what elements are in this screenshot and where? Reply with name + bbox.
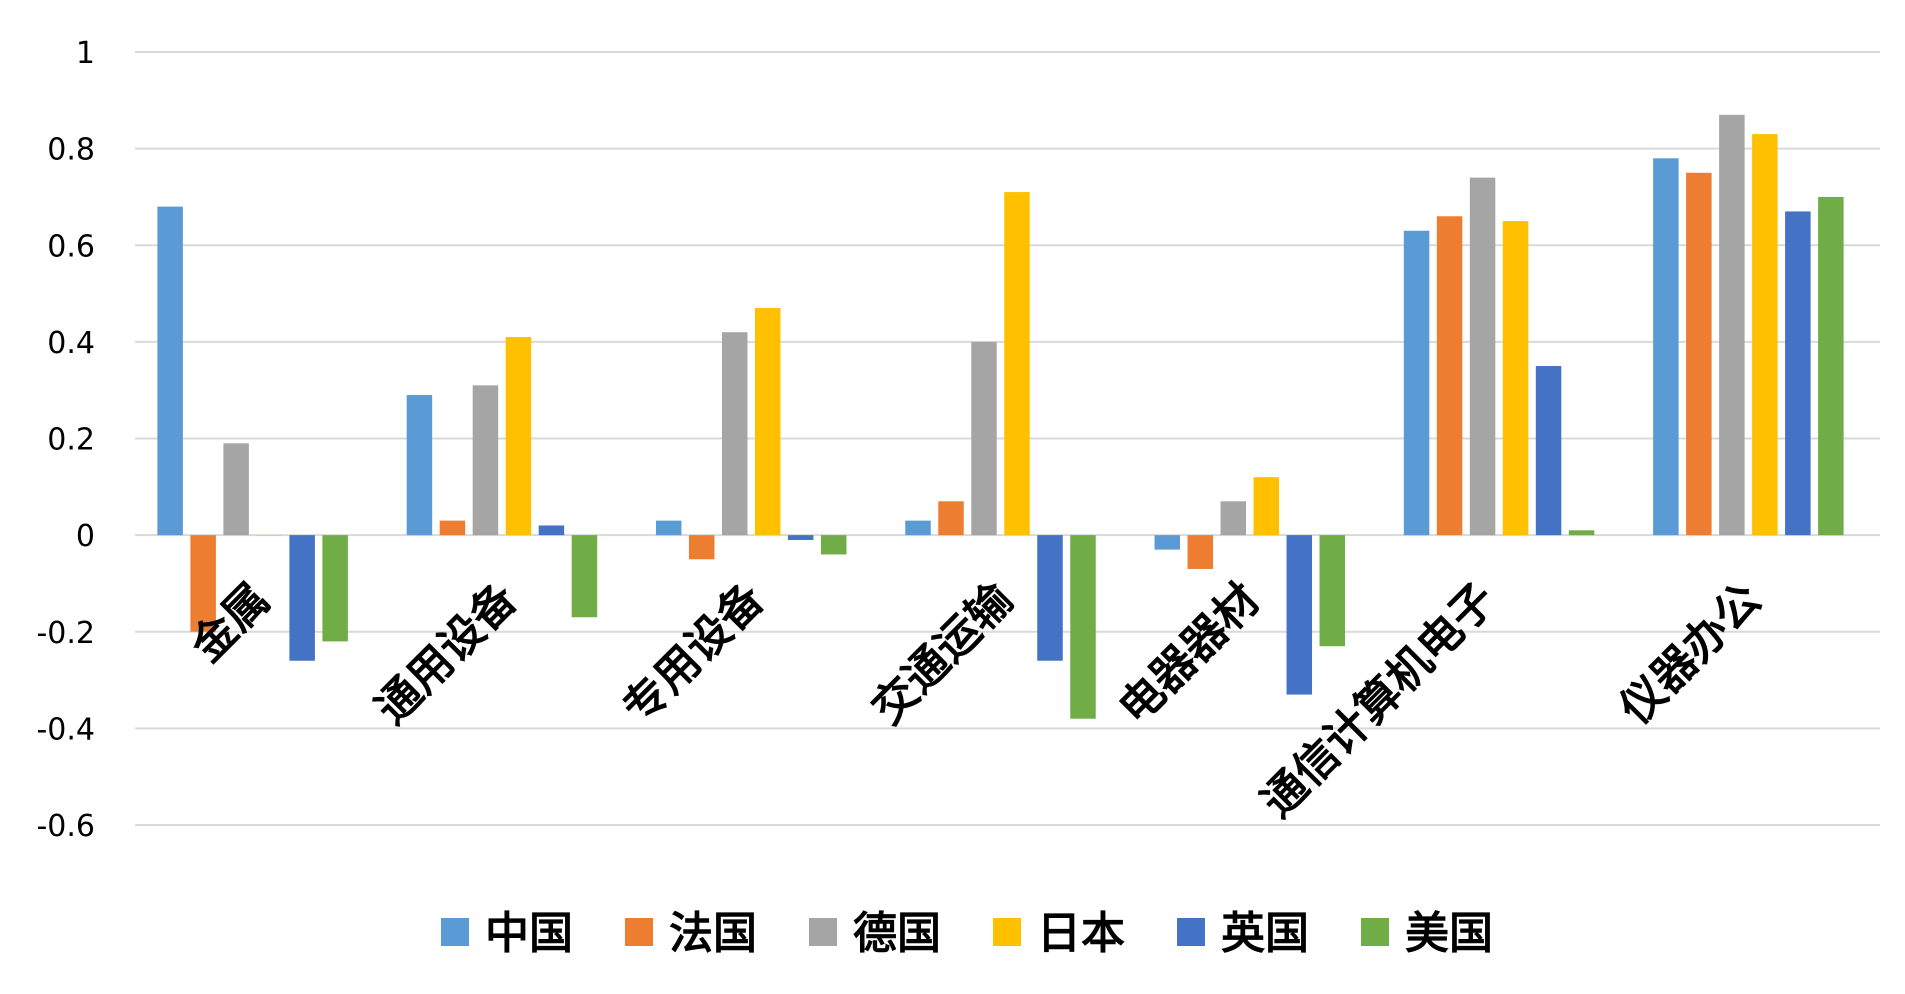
bar xyxy=(1568,530,1595,536)
y-tick-label: 0 xyxy=(76,519,95,554)
bar xyxy=(190,535,216,632)
bar xyxy=(655,520,682,536)
bar xyxy=(905,520,931,536)
bar xyxy=(1535,366,1562,536)
bar xyxy=(1319,535,1346,647)
bar xyxy=(688,535,715,560)
bar xyxy=(820,535,847,555)
y-tick-label: 0.8 xyxy=(47,133,95,168)
bar xyxy=(787,535,814,540)
category-label: 交通运输 xyxy=(862,573,1023,734)
legend-swatch xyxy=(1361,918,1389,946)
legend-label: 中国 xyxy=(485,908,573,959)
legend-label: 法国 xyxy=(669,908,757,959)
bar xyxy=(406,395,433,536)
category-label: 通用设备 xyxy=(366,573,527,734)
category-label: 仪器办公 xyxy=(1610,574,1771,735)
y-tick-label: 0.2 xyxy=(47,423,95,458)
bar xyxy=(1286,535,1313,695)
bar xyxy=(472,385,499,536)
y-tick-label: -0.2 xyxy=(36,616,95,651)
bar xyxy=(256,535,282,536)
legend-swatch xyxy=(625,918,653,946)
bar xyxy=(1686,172,1712,536)
category-label: 电器器材 xyxy=(1109,574,1270,735)
bar xyxy=(538,525,565,536)
legend: 中国 法国 德国 日本 英国 美国 xyxy=(441,908,1493,959)
bar xyxy=(223,443,249,536)
bar xyxy=(1752,134,1778,536)
bar xyxy=(1469,177,1496,536)
bar xyxy=(938,501,964,536)
bar xyxy=(1037,535,1063,661)
bar xyxy=(754,308,781,536)
y-axis-tick-labels: 1 0.8 0.6 0.4 0.2 0 -0.2 -0.4 -0.6 xyxy=(36,36,95,844)
y-tick-label: 1 xyxy=(76,36,95,71)
legend-swatch xyxy=(809,918,837,946)
bar xyxy=(322,535,348,642)
bar xyxy=(1220,501,1247,536)
bar xyxy=(1253,477,1280,536)
bar xyxy=(971,341,997,536)
bar xyxy=(1436,216,1463,536)
bar xyxy=(439,520,466,536)
bar xyxy=(1653,158,1679,536)
y-tick-label: 0.6 xyxy=(47,229,95,264)
bar xyxy=(1719,114,1745,536)
category-label: 专用设备 xyxy=(613,573,774,734)
legend-swatch xyxy=(993,918,1021,946)
bar xyxy=(1070,535,1096,719)
bar xyxy=(1818,196,1844,536)
bars xyxy=(157,114,1844,719)
bar xyxy=(157,206,183,536)
y-tick-label: 0.4 xyxy=(47,326,95,361)
bar xyxy=(571,535,598,618)
bar xyxy=(1502,221,1529,536)
y-tick-label: -0.4 xyxy=(36,712,95,747)
bar xyxy=(505,337,532,536)
bar xyxy=(1785,211,1811,536)
legend-label: 日本 xyxy=(1037,908,1125,959)
bar xyxy=(1004,192,1030,536)
bar xyxy=(721,332,748,536)
bar xyxy=(1187,535,1214,569)
legend-swatch xyxy=(1177,918,1205,946)
y-tick-label: -0.6 xyxy=(36,809,95,844)
bar xyxy=(289,535,315,661)
legend-swatch xyxy=(441,918,469,946)
bar xyxy=(1154,535,1181,550)
bar xyxy=(1403,230,1430,536)
legend-label: 德国 xyxy=(853,908,941,959)
legend-label: 美国 xyxy=(1405,908,1493,959)
legend-label: 英国 xyxy=(1221,908,1309,959)
